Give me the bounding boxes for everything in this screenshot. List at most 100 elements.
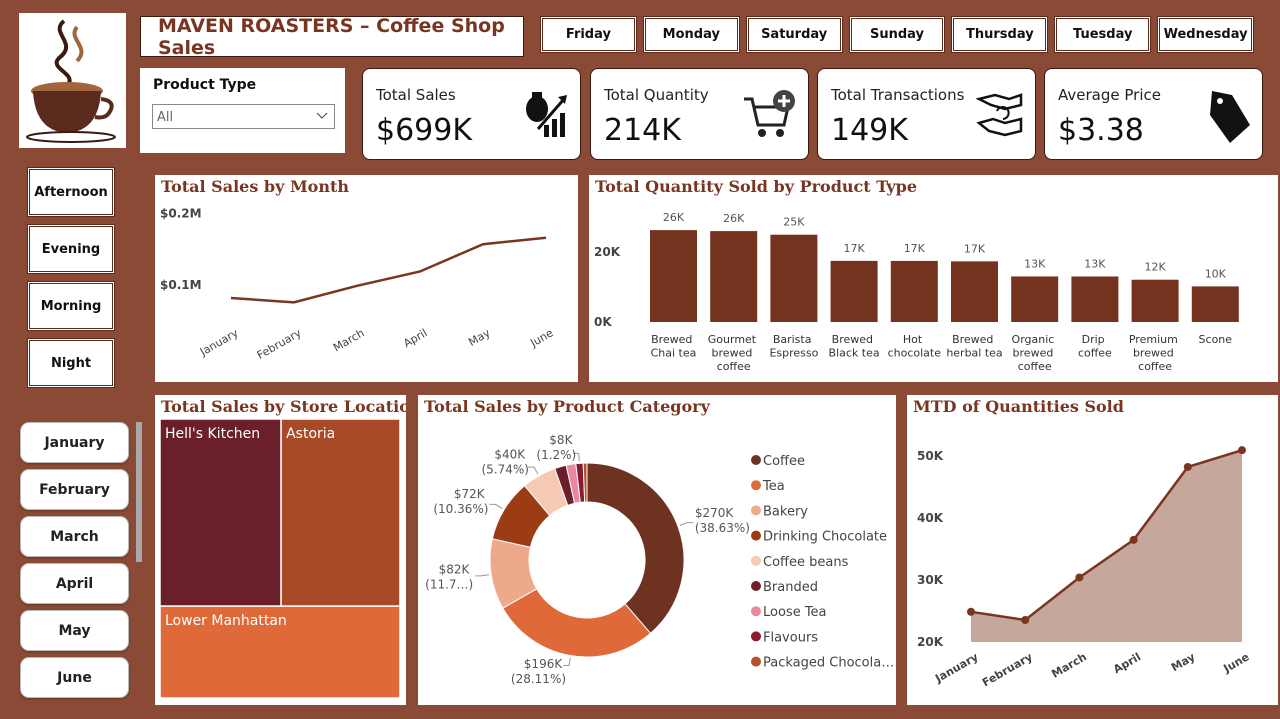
data-label: $8K (1.2%): [536, 433, 576, 462]
point: [1129, 535, 1138, 544]
point: [1075, 573, 1084, 582]
x-tick-label: January: [932, 650, 980, 685]
time-slicer: Afternoon Evening Morning Night: [27, 167, 115, 388]
time-button[interactable]: Afternoon: [27, 167, 115, 217]
x-tick-label: May: [466, 326, 493, 349]
chart-title: Total Quantity Sold by Product Type: [595, 177, 917, 196]
bar: [1131, 279, 1179, 322]
legend-swatch: [751, 530, 761, 541]
x-tick-label: Brewed herbal tea: [946, 333, 1002, 360]
month-button[interactable]: June: [20, 657, 129, 698]
value-label: 12K: [1144, 261, 1166, 274]
day-button[interactable]: Thursday: [951, 16, 1049, 53]
data-label: $72K (10.36%): [433, 487, 488, 516]
kpi-value: $3.38: [1058, 113, 1144, 148]
chart-title: Total Sales by Store Location: [161, 397, 406, 416]
tile-label: Lower Manhattan: [165, 613, 287, 629]
treemap-tile: [159, 418, 282, 607]
product-type-slicer: Product Type All: [140, 68, 345, 153]
scrollbar[interactable]: [136, 422, 142, 562]
x-tick-label: April: [401, 326, 429, 350]
month-button[interactable]: April: [20, 563, 129, 604]
kpi-card: Total Quantity 214K: [590, 68, 809, 160]
donut-slice: [586, 462, 685, 634]
month-slicer: January February March April May June: [20, 422, 129, 698]
line-chart: Total Sales by Month $0.1M $0.2M January Feb…: [155, 175, 578, 382]
x-tick-label: Brewed Black tea: [829, 333, 880, 360]
day-button[interactable]: Sunday: [848, 16, 946, 53]
time-button[interactable]: Night: [27, 338, 115, 388]
kpi-icon: [744, 90, 795, 137]
bar: [650, 230, 697, 322]
x-tick-label: March: [331, 326, 367, 354]
y-tick-label: 30K: [917, 573, 944, 587]
legend-swatch: [751, 455, 761, 465]
data-label: $196K (28.11%): [511, 657, 566, 686]
value-label: 17K: [843, 242, 865, 255]
day-button[interactable]: Saturday: [745, 16, 843, 53]
bar: [830, 260, 878, 322]
chart-title: MTD of Quantities Sold: [913, 397, 1124, 416]
y-tick-label: $0.2M: [160, 206, 202, 220]
time-button[interactable]: Morning: [27, 281, 115, 331]
day-button[interactable]: Friday: [540, 16, 637, 53]
kpi-value: $699K: [376, 113, 473, 148]
legend-label: Packaged Chocola…: [763, 656, 894, 671]
day-button[interactable]: Tuesday: [1054, 16, 1152, 53]
y-tick-label: $0.1M: [160, 278, 202, 292]
month-button[interactable]: May: [20, 610, 129, 651]
logo: [19, 13, 126, 148]
day-button[interactable]: Wednesday: [1157, 16, 1255, 53]
month-button[interactable]: March: [20, 516, 129, 557]
bar: [710, 231, 758, 322]
month-button[interactable]: January: [20, 422, 129, 463]
data-label: $40K (5.74%): [482, 447, 529, 476]
value-label: 10K: [1205, 267, 1227, 280]
value-label: 13K: [1084, 257, 1106, 270]
month-button[interactable]: February: [20, 469, 129, 510]
x-tick-label: February: [980, 650, 1035, 689]
bar: [1071, 276, 1119, 322]
leader-line: [489, 503, 503, 509]
dropdown[interactable]: All: [152, 104, 335, 129]
donut-chart: Total Sales by Product Category $270K (38…: [418, 395, 896, 705]
kpi-value: 149K: [831, 113, 908, 148]
legend-swatch: [751, 631, 761, 642]
treemap-chart: Total Sales by Store Location Hell's Kitc…: [155, 395, 406, 705]
kpi-icon: [526, 92, 567, 137]
x-tick-label: February: [255, 326, 304, 362]
chevron: [316, 112, 328, 119]
chart-title: Total Sales by Product Category: [424, 397, 711, 416]
value-label: 17K: [964, 242, 986, 255]
bar: [770, 234, 818, 322]
x-tick-label: Brewed Chai tea: [651, 333, 697, 360]
legend-label: Loose Tea: [763, 605, 827, 620]
donut-slice: [582, 462, 588, 503]
kpi-card: Average Price $3.38: [1044, 68, 1263, 160]
point: [1238, 446, 1246, 455]
bar-chart: Total Quantity Sold by Product Type 0K 20K…: [589, 175, 1278, 382]
kpi-icon: [1210, 91, 1250, 143]
legend-label: Flavours: [763, 630, 818, 645]
tile-label: Astoria: [286, 426, 335, 442]
x-tick-label: Barista Espresso: [769, 333, 818, 360]
y-tick-label: 50K: [917, 449, 944, 463]
time-button[interactable]: Evening: [27, 224, 115, 274]
data-label: $270K (38.63%): [695, 506, 750, 535]
y-tick-label: 20K: [917, 635, 944, 649]
day-slicer: Friday Monday Saturday Sunday Thursday Tuesda…: [540, 16, 1255, 53]
legend-label: Coffee: [763, 454, 805, 469]
x-tick-label: Hot chocolate: [888, 333, 942, 360]
treemap-tile: [280, 418, 401, 607]
point: [967, 607, 975, 616]
x-tick-label: Organic brewed coffee: [1012, 333, 1058, 373]
value-label: 13K: [1024, 257, 1046, 270]
kpi-title: Total Sales: [376, 86, 456, 104]
dropdown-value: All: [157, 110, 174, 125]
slicer-label: Product Type: [153, 77, 257, 93]
bar: [951, 261, 998, 322]
value-label: 26K: [723, 212, 745, 225]
x-tick-label: April: [1111, 650, 1143, 676]
legend-label: Branded: [763, 580, 818, 595]
day-button[interactable]: Monday: [642, 16, 740, 53]
